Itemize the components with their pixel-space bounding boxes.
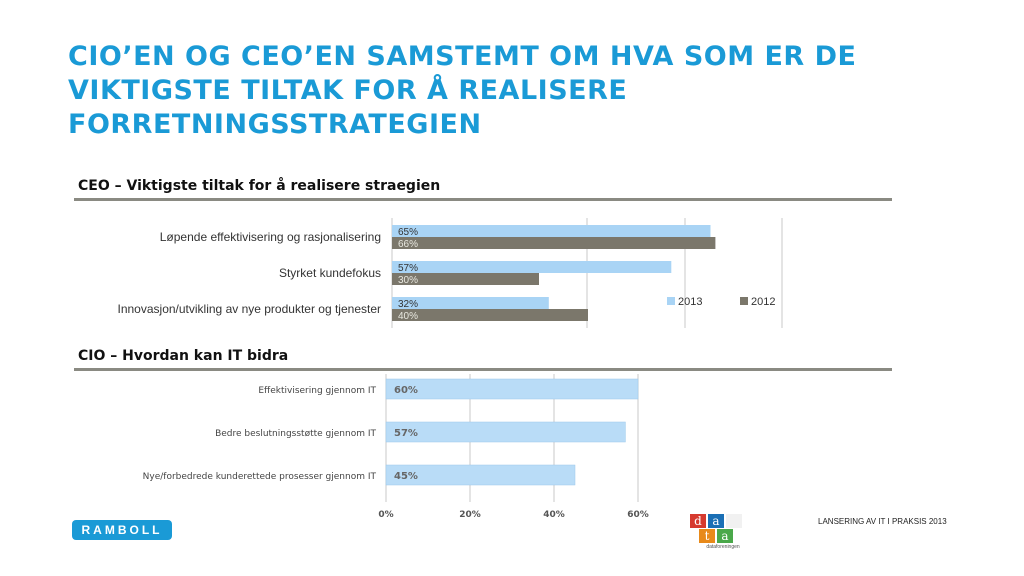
- legend-swatch-2012: [740, 297, 748, 305]
- page-title: CIO’EN OG CEO’EN SAMSTEMT OM HVA SOM ER …: [68, 41, 857, 140]
- ceo-category-label: Innovasjon/utvikling av nye produkter og…: [118, 302, 382, 316]
- cio-data-label: 57%: [394, 428, 418, 439]
- ceo-data-label: 40%: [398, 311, 418, 322]
- ceo-bar-2012: [392, 273, 539, 285]
- ceo-data-label: 30%: [398, 275, 418, 286]
- logo-blank-cell: [726, 514, 742, 528]
- cio-x-tick-label: 60%: [627, 510, 649, 520]
- legend-swatch-2013: [667, 297, 675, 305]
- ceo-bar-2013: [392, 297, 549, 309]
- cio-x-tick-label: 20%: [459, 510, 481, 520]
- ceo-bar-2012: [392, 309, 588, 321]
- ceo-data-label: 66%: [398, 239, 418, 250]
- footer-caption: LANSERING AV IT I PRAKSIS 2013: [818, 517, 947, 526]
- ceo-bar-2012: [392, 237, 716, 249]
- logo-subtitle: dataforeningen: [706, 544, 740, 550]
- cio-data-label: 45%: [394, 471, 418, 482]
- dataforeningen-logo: d a t a dataforeningen: [690, 514, 756, 552]
- ceo-data-label: 65%: [398, 227, 418, 238]
- logo-letter-a1: a: [708, 514, 724, 528]
- legend-label-2012: 2012: [751, 296, 775, 308]
- cio-x-tick-label: 0%: [378, 510, 393, 520]
- ceo-category-label: Løpende effektivisering og rasjonaliseri…: [160, 230, 381, 244]
- logo-letter-a2: a: [717, 529, 733, 543]
- logo-letter-d: d: [690, 514, 706, 528]
- cio-category-label: Effektivisering gjennom IT: [258, 386, 376, 396]
- cio-category-label: Nye/forbedrede kunderettede prosesser gj…: [143, 472, 377, 482]
- ramboll-logo: RAMBOLL: [72, 520, 172, 540]
- ceo-data-label: 57%: [398, 263, 418, 274]
- cio-chart-heading: CIO – Hvordan kan IT bidra: [78, 348, 289, 364]
- ceo-bar-2013: [392, 261, 672, 273]
- cio-bar: [385, 378, 639, 400]
- legend-label-2013: 2013: [678, 296, 702, 308]
- logo-letter-t: t: [699, 529, 715, 543]
- ceo-bar-2013: [392, 225, 711, 237]
- ceo-category-label: Styrket kundefokus: [279, 266, 381, 280]
- cio-heading-rule: [74, 368, 892, 371]
- ceo-data-label: 32%: [398, 299, 418, 310]
- cio-bar: [385, 421, 626, 443]
- cio-data-label: 60%: [394, 385, 418, 396]
- ceo-heading-rule: [74, 198, 892, 201]
- ceo-chart-heading: CEO – Viktigste tiltak for å realisere s…: [78, 178, 441, 194]
- cio-bar: [385, 464, 576, 486]
- cio-x-tick-label: 40%: [543, 510, 565, 520]
- cio-category-label: Bedre beslutningsstøtte gjennom IT: [215, 429, 376, 439]
